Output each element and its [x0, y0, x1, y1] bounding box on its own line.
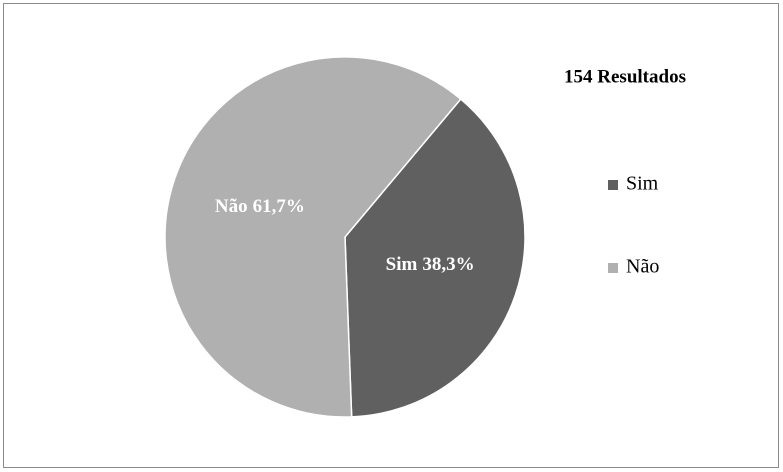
legend-label: Não	[626, 256, 659, 278]
data-label-value: 38,3%	[422, 255, 474, 276]
legend-marker	[608, 263, 618, 273]
legend-label: Sim	[626, 173, 659, 195]
pie-slice	[344, 98, 526, 418]
data-label: Sim 38,3%	[386, 255, 475, 276]
data-label-category: Sim	[386, 255, 418, 276]
legend-marker	[608, 180, 618, 190]
data-label: Não 61,7%	[215, 196, 305, 217]
legend-title: 154 Resultados	[564, 66, 686, 87]
pie-slice	[164, 56, 462, 418]
data-label-category: Não	[215, 196, 248, 217]
data-label-value: 61,7%	[253, 196, 305, 217]
